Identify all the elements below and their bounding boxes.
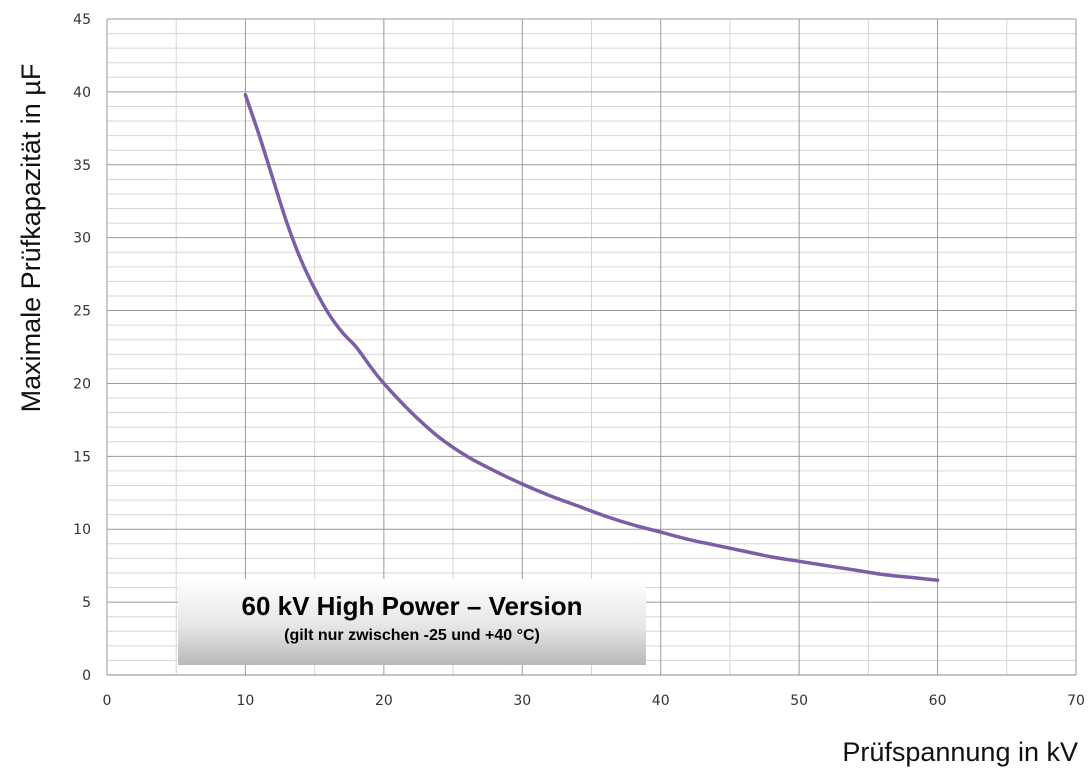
- x-tick-label: 20: [375, 693, 393, 709]
- y-tick-label: 15: [73, 449, 91, 465]
- x-axis-title: Prüfspannung in kV: [842, 737, 1078, 767]
- y-tick-label: 40: [73, 85, 91, 101]
- y-tick-label: 25: [73, 304, 91, 320]
- y-tick-label: 10: [73, 522, 91, 538]
- y-tick-label: 20: [73, 376, 91, 392]
- y-tick-label: 35: [73, 158, 91, 174]
- series-layer: [243, 93, 940, 582]
- grid: [106, 18, 1077, 676]
- annotation-title: 60 kV High Power – Version: [241, 591, 582, 621]
- x-tick-label: 60: [929, 693, 947, 709]
- x-tick-label: 0: [103, 693, 112, 709]
- y-tick-label: 5: [82, 595, 91, 611]
- x-tick-label: 10: [237, 693, 255, 709]
- tick-labels: 0 5 10 15 20 25 30 35 40 45 0 10 20 30 40 50 60 70: [73, 12, 1085, 709]
- x-tick-label: 30: [513, 693, 531, 709]
- annotation-box: 60 kV High Power – Version (gilt nur zwi…: [178, 579, 646, 665]
- annotation-subtitle: (gilt nur zwischen -25 und +40 °C): [284, 627, 540, 644]
- annotation-box-background: [178, 579, 646, 665]
- y-axis-title: Maximale Prüfkapazität in µF: [16, 64, 46, 413]
- x-tick-label: 40: [652, 693, 670, 709]
- y-tick-label: 30: [73, 231, 91, 247]
- x-tick-label: 70: [1067, 693, 1085, 709]
- y-tick-label: 0: [82, 668, 91, 684]
- series-line: [243, 93, 940, 582]
- x-tick-label: 50: [790, 693, 808, 709]
- y-tick-label: 45: [73, 12, 91, 28]
